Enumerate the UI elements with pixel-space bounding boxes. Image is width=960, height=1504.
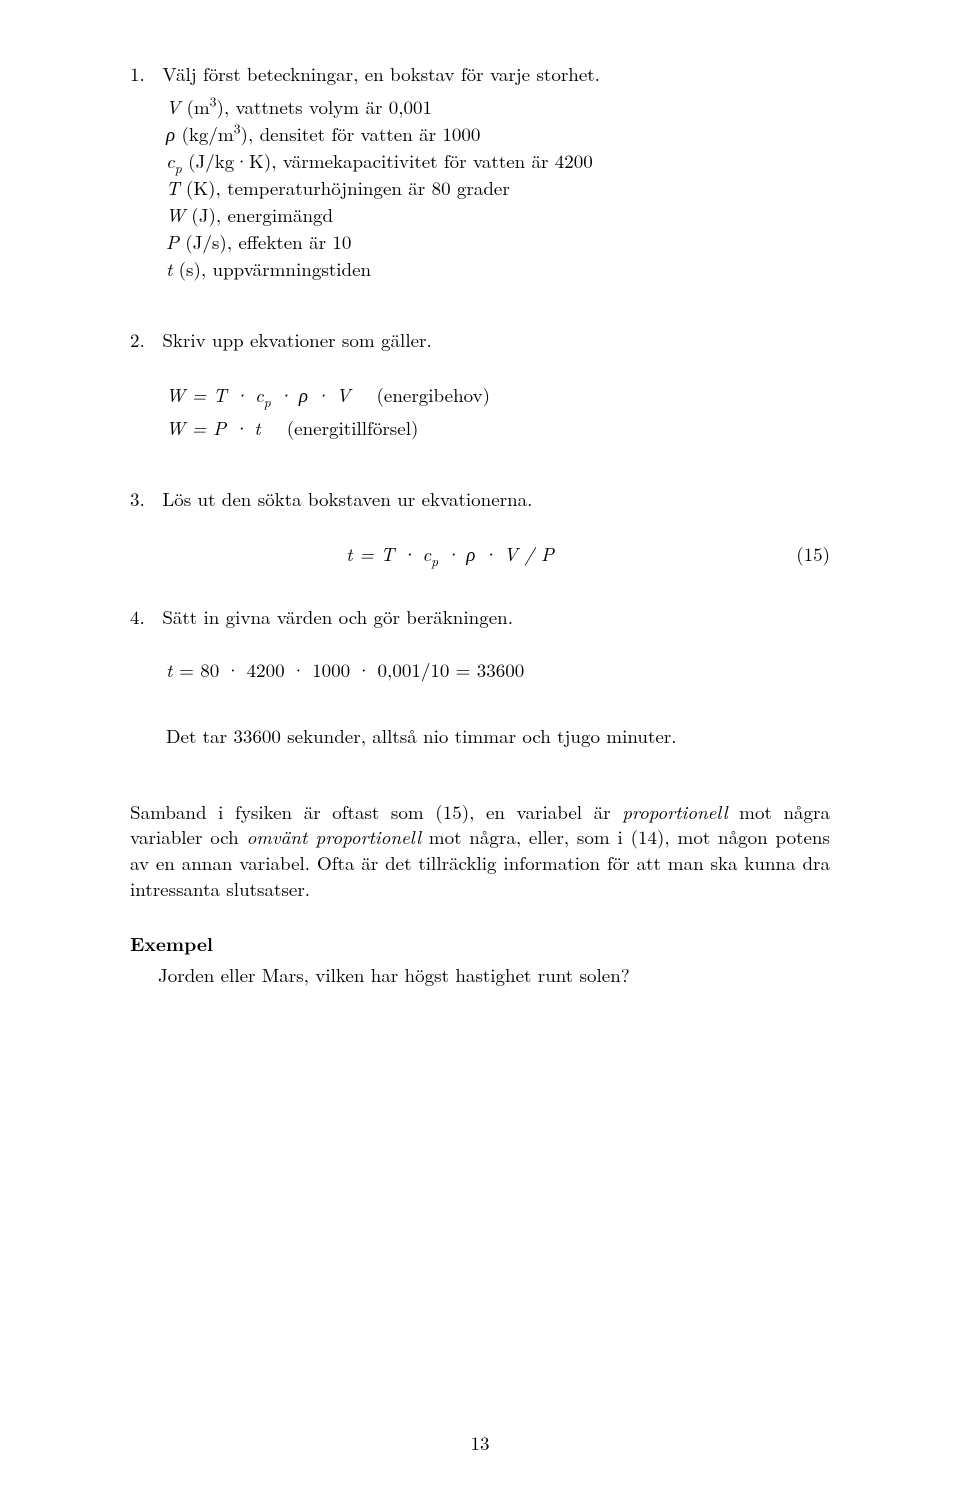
step4-number: 4.	[130, 603, 156, 630]
step3: 3. Lös ut den sökta bokstaven ur ekvatio…	[130, 485, 830, 512]
example-body: Jorden eller Mars, vilken har högst hast…	[130, 961, 830, 988]
step3-number: 3.	[130, 485, 156, 512]
step1-definitions: V (m3), vattnets volym är 0,001ρ (kg/m3)…	[130, 93, 830, 282]
step1-number: 1.	[130, 60, 156, 87]
page-number: 13	[130, 1429, 830, 1456]
definition-row: cp (J/kg·K), värmekapacitivitet för vatt…	[166, 147, 830, 174]
paragraph-samband: Samband i fysiken är oftast som (15), en…	[130, 799, 830, 902]
definition-row: P (J/s), effekten är 10	[166, 228, 830, 255]
step2-eq1: W = T · cp · ρ · V (energibehov)	[166, 381, 830, 408]
step4-calculation: t = 80 · 4200 · 1000 · 0,001/10 = 33600	[130, 656, 830, 683]
step2-eq2: W = P · t (energitillförsel)	[166, 414, 830, 441]
step1: 1. Välj först beteckningar, en bokstav f…	[130, 60, 830, 87]
definition-row: W (J), energimängd	[166, 201, 830, 228]
step4-conclusion: Det tar 33600 sekunder, alltså nio timma…	[130, 723, 830, 749]
definition-row: ρ (kg/m3), densitet för vatten är 1000	[166, 120, 830, 147]
step2-number: 2.	[130, 326, 156, 353]
step3-equation-row: t = T · cp · ρ · V / P (15)	[130, 540, 830, 567]
definition-row: t (s), uppvärmningstiden	[166, 255, 830, 282]
step3-text: Lös ut den sökta bokstaven ur ekvationer…	[162, 485, 532, 512]
step2: 2. Skriv upp ekvationer som gäller.	[130, 326, 830, 353]
step3-equation: t = T · cp · ρ · V / P	[130, 540, 770, 567]
definition-row: T (K), temperaturhöjningen är 80 grader	[166, 174, 830, 201]
step4-text: Sätt in givna värden och gör beräkningen…	[162, 603, 513, 630]
example-heading: Exempel	[130, 929, 830, 957]
example-block: Exempel Jorden eller Mars, vilken har hö…	[130, 929, 830, 988]
step3-eqnum: (15)	[770, 540, 830, 567]
step2-equations: W = T · cp · ρ · V (energibehov) W = P ·…	[130, 381, 830, 441]
step2-text: Skriv upp ekvationer som gäller.	[162, 326, 431, 353]
step1-text: Välj först beteckningar, en bokstav för …	[162, 60, 600, 87]
step4: 4. Sätt in givna värden och gör beräknin…	[130, 603, 830, 630]
definition-row: V (m3), vattnets volym är 0,001	[166, 93, 830, 120]
page-container: 1. Välj först beteckningar, en bokstav f…	[0, 0, 960, 1504]
